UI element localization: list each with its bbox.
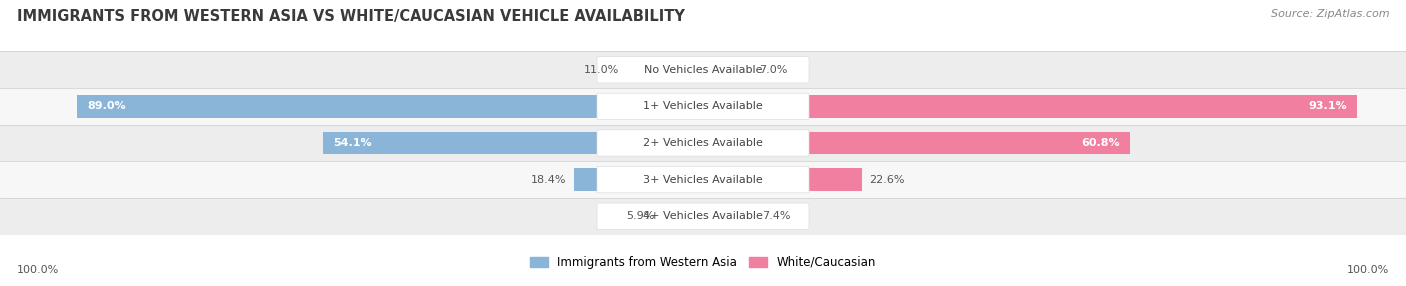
FancyBboxPatch shape <box>598 57 808 83</box>
Text: 100.0%: 100.0% <box>17 265 59 275</box>
Text: 22.6%: 22.6% <box>869 175 904 184</box>
Bar <box>662 205 703 228</box>
Bar <box>0 125 1406 161</box>
Bar <box>322 132 703 154</box>
Bar <box>574 168 703 191</box>
Text: 3+ Vehicles Available: 3+ Vehicles Available <box>643 175 763 184</box>
Bar <box>703 58 752 81</box>
Text: 7.0%: 7.0% <box>759 65 787 75</box>
Text: 7.4%: 7.4% <box>762 211 790 221</box>
Text: 2+ Vehicles Available: 2+ Vehicles Available <box>643 138 763 148</box>
Bar <box>703 205 755 228</box>
Bar <box>0 161 1406 198</box>
Text: No Vehicles Available: No Vehicles Available <box>644 65 762 75</box>
Text: 4+ Vehicles Available: 4+ Vehicles Available <box>643 211 763 221</box>
Text: 18.4%: 18.4% <box>531 175 567 184</box>
Text: 100.0%: 100.0% <box>1347 265 1389 275</box>
Text: 1+ Vehicles Available: 1+ Vehicles Available <box>643 102 763 111</box>
Bar <box>77 95 703 118</box>
FancyBboxPatch shape <box>598 93 808 120</box>
Bar <box>626 58 703 81</box>
Legend: Immigrants from Western Asia, White/Caucasian: Immigrants from Western Asia, White/Cauc… <box>530 256 876 269</box>
Text: 54.1%: 54.1% <box>333 138 371 148</box>
Text: 11.0%: 11.0% <box>583 65 619 75</box>
FancyBboxPatch shape <box>598 203 808 229</box>
Text: 5.9%: 5.9% <box>626 211 654 221</box>
Text: Source: ZipAtlas.com: Source: ZipAtlas.com <box>1271 9 1389 19</box>
Bar <box>0 88 1406 125</box>
Bar <box>703 168 862 191</box>
Bar <box>703 132 1130 154</box>
Text: 89.0%: 89.0% <box>87 102 127 111</box>
Bar <box>703 95 1358 118</box>
FancyBboxPatch shape <box>598 166 808 193</box>
Bar <box>0 198 1406 235</box>
Text: 60.8%: 60.8% <box>1081 138 1119 148</box>
FancyBboxPatch shape <box>598 130 808 156</box>
Text: IMMIGRANTS FROM WESTERN ASIA VS WHITE/CAUCASIAN VEHICLE AVAILABILITY: IMMIGRANTS FROM WESTERN ASIA VS WHITE/CA… <box>17 9 685 23</box>
Text: 93.1%: 93.1% <box>1309 102 1347 111</box>
Bar <box>0 51 1406 88</box>
